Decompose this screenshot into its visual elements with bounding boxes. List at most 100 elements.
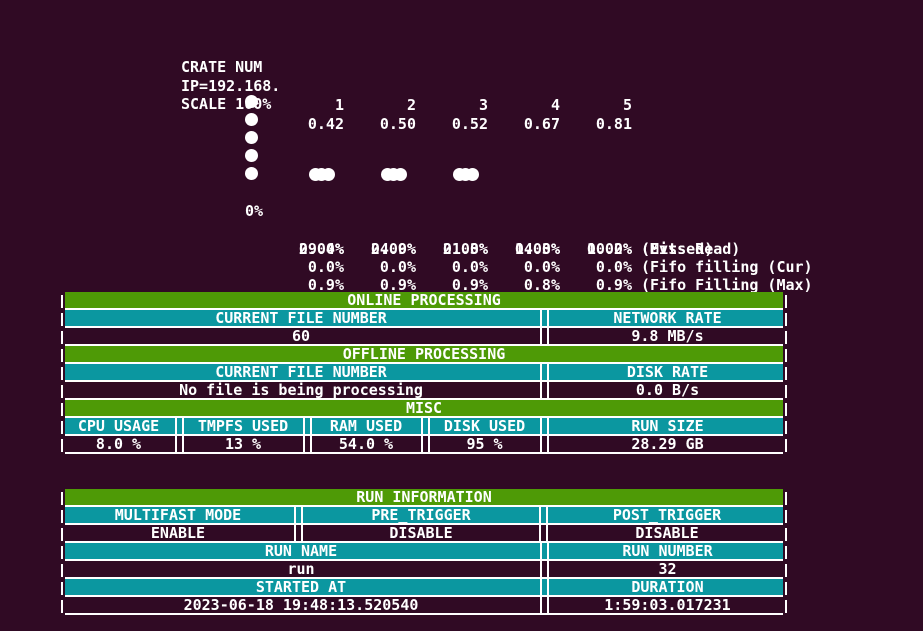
axis-dot <box>245 167 258 180</box>
fifo-cur-row: 0.0% 0.0% 0.0% 0.0% 0.0% (Fifo filling (… <box>0 220 923 276</box>
scale-label: SCALE 100% <box>181 95 272 113</box>
missed-value: 0.00% <box>442 240 488 258</box>
evts-read-value: 29.4% <box>298 240 344 258</box>
tmpfs-used-value: 13 % <box>224 436 262 452</box>
column-header: PRE_TRIGGER <box>371 507 471 523</box>
axis-dot <box>245 113 258 126</box>
crate-numbers: 1 2 3 4 5 <box>272 96 632 115</box>
ip-suffix: 0.67 <box>523 115 560 133</box>
column-separator <box>300 418 314 434</box>
online-processing-header: ONLINE PROCESSING <box>347 292 501 308</box>
table-row: ENABLE DISABLE DISABLE <box>59 525 789 543</box>
fifo-max-row: 0.9% 0.9% 0.9% 0.8% 0.9% (Fifo Filling (… <box>0 238 923 294</box>
fifo-max-value: 0.9% <box>595 276 632 294</box>
column-separator <box>537 579 552 595</box>
column-header: NETWORK RATE <box>613 310 722 326</box>
run-information-table: RUN INFORMATION MULTIFAST MODE PRE_TRIGG… <box>59 489 789 615</box>
column-header: RUN NAME <box>264 543 338 559</box>
column-separator <box>172 436 186 452</box>
run-number-value: 32 <box>658 561 677 577</box>
column-header: RAM USED <box>329 418 403 434</box>
column-separator <box>537 328 552 344</box>
fifo-cur-label: (Fifo filling (Cur) <box>641 258 813 276</box>
column-header: RUN NUMBER <box>622 543 713 559</box>
evts-read-value: 24.9% <box>370 240 416 258</box>
right-border-pipe <box>783 292 789 310</box>
fifo-max-value: 0.9% <box>451 276 488 294</box>
evts-read-value: 21.3% <box>442 240 488 258</box>
current-file-number-value: 60 <box>291 328 311 344</box>
column-header: CURRENT FILE NUMBER <box>215 310 387 326</box>
right-border-pipe <box>783 525 789 543</box>
bar-dot <box>465 167 479 181</box>
ip-suffix: 0.52 <box>451 115 488 133</box>
column-header: DISK RATE <box>626 364 709 380</box>
axis-dot <box>245 95 258 108</box>
column-separator <box>536 525 551 541</box>
column-separator <box>291 507 306 523</box>
multifast-mode-value: ENABLE <box>150 525 206 541</box>
run-information-header: RUN INFORMATION <box>356 489 492 505</box>
column-separator <box>537 382 552 398</box>
column-separator <box>537 418 552 434</box>
bar-dot <box>393 167 407 181</box>
fifo-cur-value: 0.0% <box>307 258 344 276</box>
column-separator <box>418 436 432 452</box>
started-at-value: 2023-06-18 19:48:13.520540 <box>183 597 419 613</box>
table-row: RUN INFORMATION <box>59 489 789 507</box>
right-border-pipe <box>783 597 789 615</box>
missed-row: 0.00% 0.00% 0.00% 0.00% 0.00% (Missed) <box>0 202 923 258</box>
right-border-pipe <box>783 310 789 328</box>
column-header: TMPFS USED <box>197 418 289 434</box>
crate-number: 5 <box>622 96 632 114</box>
crate-number: 3 <box>478 96 488 114</box>
column-separator <box>537 310 552 326</box>
table-row: RUN NAME RUN NUMBER <box>59 543 789 561</box>
crate-number: 4 <box>550 96 560 114</box>
column-header: CPU USAGE <box>77 418 160 434</box>
scale-row: SCALE 100% <box>0 76 923 113</box>
crate-header-row: CRATE NUM 1 2 3 4 5 <box>0 39 923 114</box>
table-row: MULTIFAST MODE PRE_TRIGGER POST_TRIGGER <box>59 507 789 525</box>
offline-file-status: No file is being processing <box>179 382 423 398</box>
right-border-pipe <box>783 579 789 597</box>
pre-trigger-value: DISABLE <box>389 525 453 541</box>
network-rate-value: 9.8 MB/s <box>631 328 704 344</box>
ip-suffixes: 0.42 0.50 0.52 0.67 0.81 <box>272 115 632 134</box>
column-separator <box>537 436 552 452</box>
table-row: No file is being processing 0.0 B/s <box>59 382 789 400</box>
ip-suffix: 0.50 <box>379 115 416 133</box>
table-row: CPU USAGE TMPFS USED RAM USED DISK USED … <box>59 418 789 436</box>
run-name-value: run <box>287 561 315 577</box>
crate-num-label: CRATE NUM <box>181 58 263 76</box>
column-header: CURRENT FILE NUMBER <box>215 364 387 380</box>
fifo-max-label: (Fifo Filling (Max) <box>641 276 813 294</box>
right-border-pipe <box>783 346 789 364</box>
run-size-value: 28.29 GB <box>631 436 704 452</box>
bar-dot <box>321 167 335 181</box>
column-separator <box>300 436 314 452</box>
cpu-usage-value: 8.0 % <box>95 436 142 452</box>
column-header: DURATION <box>631 579 704 595</box>
table-row: 2023-06-18 19:48:13.520540 1:59:03.01723… <box>59 597 789 615</box>
axis-dot <box>245 131 258 144</box>
disk-used-value: 95 % <box>466 436 503 452</box>
fifo-max-value: 0.9% <box>307 276 344 294</box>
column-separator <box>537 561 552 577</box>
right-border-pipe <box>783 418 789 436</box>
offline-processing-header: OFFLINE PROCESSING <box>342 346 506 362</box>
missed-value: 0.00% <box>298 240 344 258</box>
right-border-pipe <box>783 561 789 579</box>
axis-zero-label: 0% <box>244 202 263 220</box>
ip-prefix-label: IP=192.168. <box>181 77 281 95</box>
missed-value: 0.00% <box>514 240 560 258</box>
evts-read-label: (Evts Read) <box>641 240 741 258</box>
right-border-pipe <box>783 382 789 400</box>
fifo-cur-value: 0.0% <box>595 258 632 276</box>
right-border-pipe <box>783 489 789 507</box>
column-separator <box>536 507 551 523</box>
right-border-pipe <box>783 543 789 561</box>
column-header: POST_TRIGGER <box>612 507 722 523</box>
evts-read-value: 10.2% <box>586 240 632 258</box>
